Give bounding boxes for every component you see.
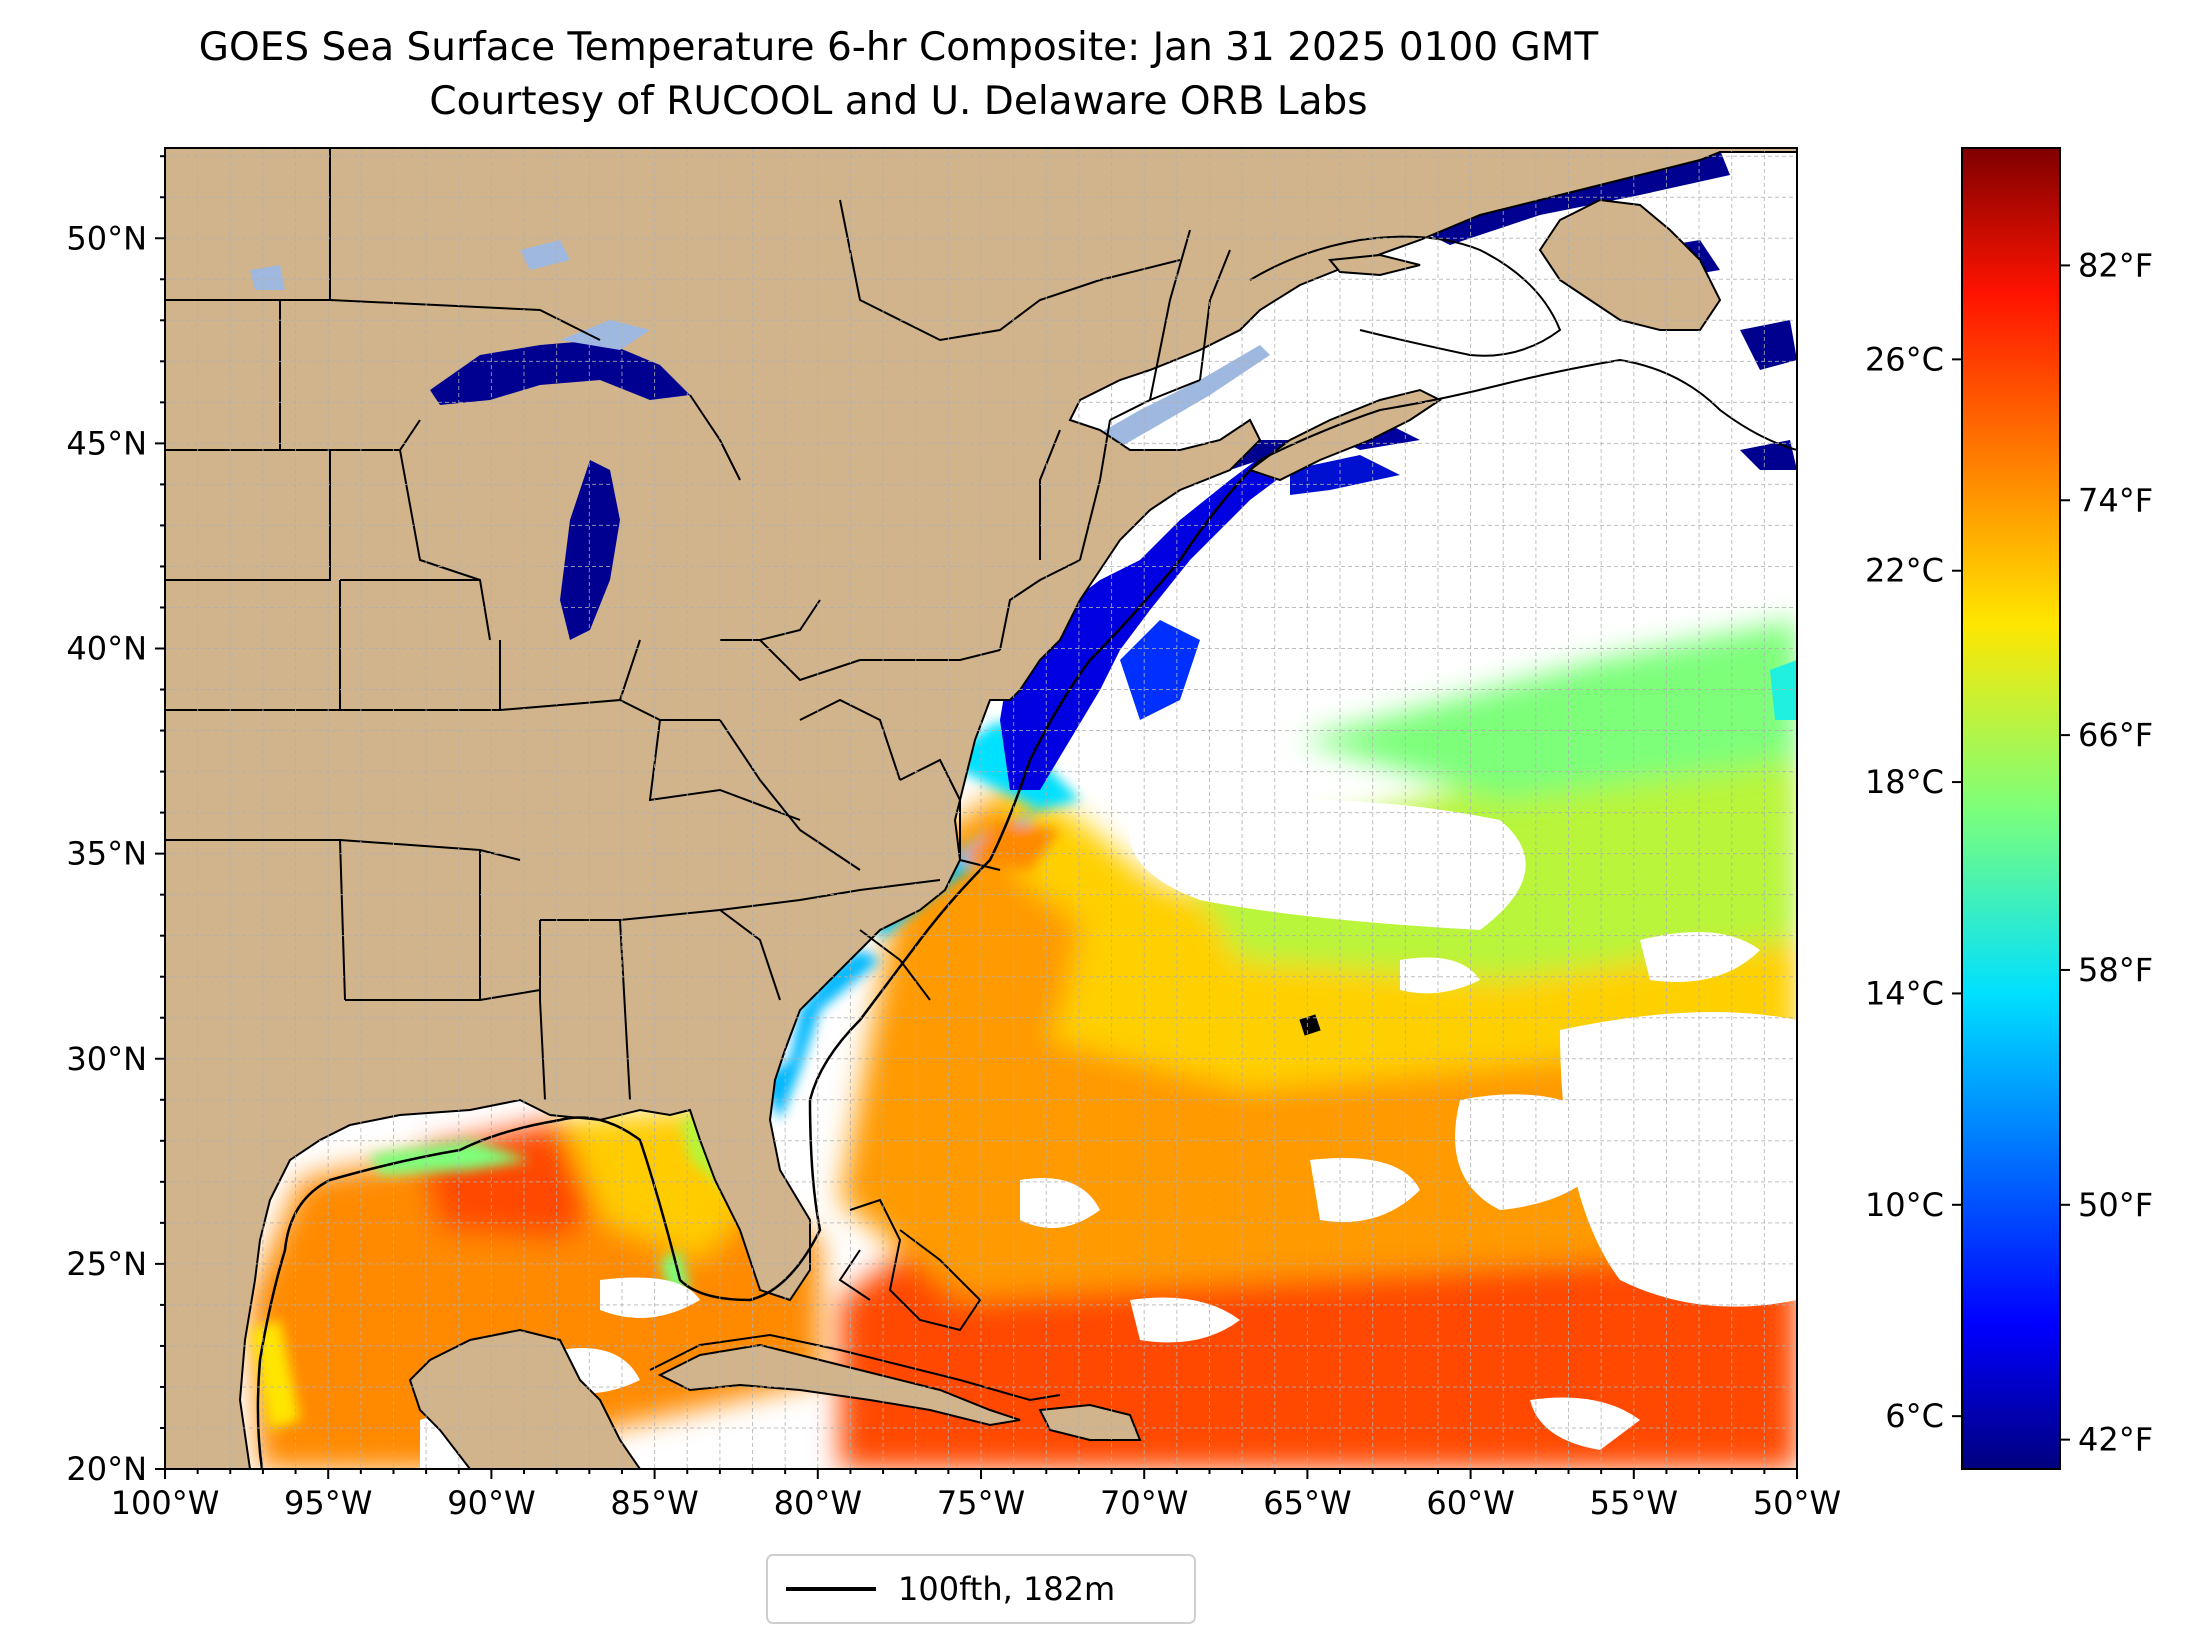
fahrenheit-tick-label: 74°F — [2078, 481, 2153, 519]
lon-tick-label: 90°W — [447, 1484, 535, 1522]
map-gridlines — [165, 148, 1797, 1469]
celsius-tick-label: 14°C — [1865, 974, 1944, 1012]
land-nova-scotia — [1247, 388, 1442, 482]
celsius-tick-label: 10°C — [1865, 1186, 1944, 1224]
map-subtitle: Courtesy of RUCOOL and U. Delaware ORB L… — [429, 79, 1368, 124]
colorbar-celsius-axis: 6°C 10°C 14°C 18°C 22°C 26°C — [1865, 340, 1962, 1435]
cloud-gaps — [420, 800, 1797, 1469]
longitude-axis: 100°W 95°W 90°W 85°W 80°W 75°W 70°W 65°W 60°W 55°… — [111, 1469, 1841, 1522]
shelf-isobath-labrador — [1249, 235, 1562, 357]
state-boundaries — [165, 148, 1231, 1101]
lake-superior-outline — [430, 340, 690, 405]
fahrenheit-tick-label: 58°F — [2078, 951, 2153, 989]
lat-tick-label: 45°N — [66, 424, 147, 462]
legend: 100fth, 182m — [766, 1554, 1196, 1624]
lat-tick-label: 20°N — [66, 1450, 147, 1488]
fahrenheit-tick-label: 66°F — [2078, 716, 2153, 754]
lat-tick-label: 50°N — [66, 219, 147, 257]
lon-tick-label: 95°W — [284, 1484, 372, 1522]
map-area — [165, 148, 1797, 1469]
lon-tick-label: 85°W — [610, 1484, 698, 1522]
lon-tick-label: 100°W — [111, 1484, 220, 1522]
lat-tick-label: 25°N — [66, 1245, 147, 1283]
celsius-tick-label: 22°C — [1865, 552, 1944, 590]
land — [165, 148, 1797, 1469]
land-hispaniola — [1038, 1403, 1142, 1441]
cold-shelf-water — [1000, 450, 1290, 790]
lon-tick-label: 55°W — [1590, 1484, 1678, 1522]
map-title: GOES Sea Surface Temperature 6-hr Compos… — [198, 25, 1599, 70]
legend-line-swatch — [786, 1587, 876, 1591]
celsius-tick-label: 26°C — [1865, 340, 1944, 378]
lat-tick-label: 40°N — [66, 630, 147, 668]
land-anticosti — [1328, 253, 1421, 277]
lat-tick-label: 35°N — [66, 835, 147, 873]
shelf-isobath-northeast — [1259, 358, 1797, 461]
lat-tick-label: 30°N — [66, 1040, 147, 1078]
celsius-tick-label: 18°C — [1865, 763, 1944, 801]
fahrenheit-tick-label: 82°F — [2078, 246, 2153, 284]
colorbar — [1961, 147, 2061, 1470]
lon-tick-label: 80°W — [774, 1484, 862, 1522]
land-yucatan — [408, 1328, 642, 1469]
land-newfoundland — [1538, 198, 1722, 331]
legend-label: 100fth, 182m — [898, 1570, 1116, 1608]
lon-tick-label: 65°W — [1263, 1484, 1351, 1522]
fahrenheit-tick-label: 42°F — [2078, 1421, 2153, 1459]
fahrenheit-tick-label: 50°F — [2078, 1186, 2153, 1224]
lon-tick-label: 50°W — [1753, 1484, 1841, 1522]
colorbar-fahrenheit-axis: 42°F 50°F 58°F 66°F 74°F 82°F — [2060, 246, 2153, 1459]
cuba-isobath — [649, 1333, 1061, 1402]
celsius-tick-label: 6°C — [1885, 1397, 1944, 1435]
lon-tick-label: 70°W — [1100, 1484, 1188, 1522]
lon-tick-label: 75°W — [937, 1484, 1025, 1522]
lake-michigan-outline — [560, 460, 620, 640]
latitude-axis: 20°N 25°N 30°N 35°N 40°N 45°N 50°N — [66, 155, 165, 1488]
bahamas-isobath — [838, 1198, 982, 1332]
lon-tick-label: 60°W — [1426, 1484, 1514, 1522]
